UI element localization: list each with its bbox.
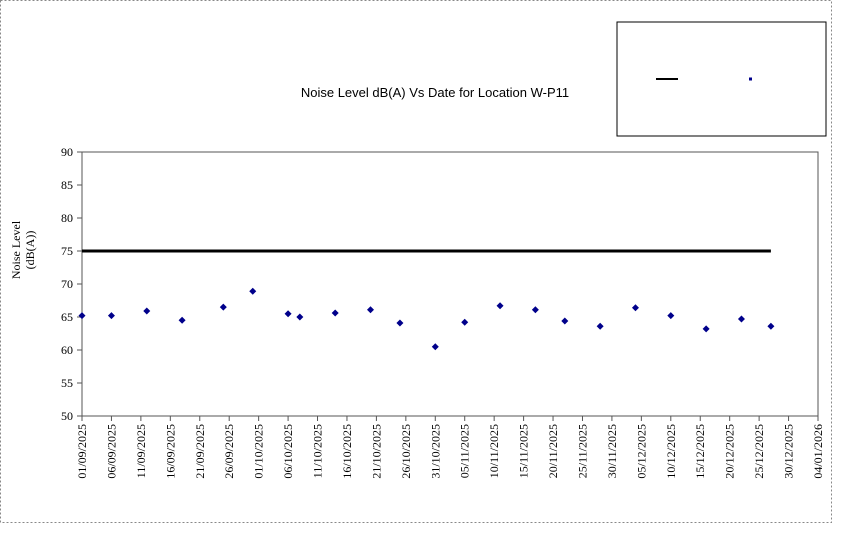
x-tick-label: 25/11/2025 (575, 424, 589, 478)
legend-box (616, 21, 827, 137)
point (737, 315, 745, 323)
point (178, 316, 186, 324)
x-tick-label: 16/10/2025 (340, 424, 354, 479)
y-axis-label-line: (dB(A)) (23, 231, 37, 270)
plot-frame (81, 151, 819, 417)
x-tick-label: 01/10/2025 (252, 424, 266, 479)
y-tick-label: 80 (61, 211, 73, 225)
x-tick-label: 26/10/2025 (399, 424, 413, 479)
x-tick-label: 21/09/2025 (193, 424, 207, 479)
point (667, 312, 675, 320)
point (631, 304, 639, 312)
x-tick-label: 05/12/2025 (634, 424, 648, 479)
x-tick-label: 05/11/2025 (458, 424, 472, 478)
y-tick-label: 65 (61, 310, 73, 324)
point (107, 312, 115, 320)
point (702, 325, 710, 333)
y-axis-label: Noise Level(dB(A)) (9, 220, 37, 279)
point (284, 310, 292, 318)
x-tick-label: 20/11/2025 (546, 424, 560, 478)
y-tick-label: 75 (61, 244, 73, 258)
x-tick-label: 06/10/2025 (281, 424, 295, 479)
x-tick-label: 06/09/2025 (104, 424, 118, 479)
x-tick-label: 10/11/2025 (487, 424, 501, 478)
y-axis-label-line: Noise Level (9, 220, 23, 279)
point (496, 302, 504, 310)
y-tick-label: 70 (61, 277, 73, 291)
y-tick-label: 90 (61, 145, 73, 159)
x-tick-label: 15/12/2025 (693, 424, 707, 479)
point (561, 317, 569, 325)
point (396, 319, 404, 327)
x-tick-label: 15/11/2025 (517, 424, 531, 478)
x-tick-label: 20/12/2025 (723, 424, 737, 479)
point (596, 322, 604, 330)
x-tick-label: 25/12/2025 (752, 424, 766, 479)
chart-title: Noise Level dB(A) Vs Date for Location W… (301, 85, 569, 100)
x-tick-label: 26/09/2025 (222, 424, 236, 479)
point (461, 318, 469, 326)
x-tick-label: 04/01/2026 (811, 424, 825, 479)
x-tick-label: 21/10/2025 (369, 424, 383, 479)
x-tick-label: 30/11/2025 (605, 424, 619, 478)
point (367, 306, 375, 314)
y-tick-label: 50 (61, 409, 73, 423)
point (331, 309, 339, 317)
y-tick-label: 55 (61, 376, 73, 390)
x-tick-label: 30/12/2025 (782, 424, 796, 479)
x-tick-label: 10/12/2025 (664, 424, 678, 479)
point (249, 287, 257, 295)
y-tick-label: 85 (61, 178, 73, 192)
point (296, 313, 304, 321)
point (78, 312, 86, 320)
x-tick-label: 01/09/2025 (75, 424, 89, 479)
x-tick-label: 16/09/2025 (163, 424, 177, 479)
point (531, 306, 539, 314)
legend-swatch (749, 77, 752, 81)
point (431, 343, 439, 351)
point (143, 307, 151, 315)
x-tick-label: 11/10/2025 (311, 424, 325, 478)
x-tick-label: 31/10/2025 (428, 424, 442, 479)
chart-border (0, 0, 832, 523)
x-tick-label: 11/09/2025 (134, 424, 148, 478)
y-tick-label: 60 (61, 343, 73, 357)
point (219, 303, 227, 311)
point (767, 322, 775, 330)
